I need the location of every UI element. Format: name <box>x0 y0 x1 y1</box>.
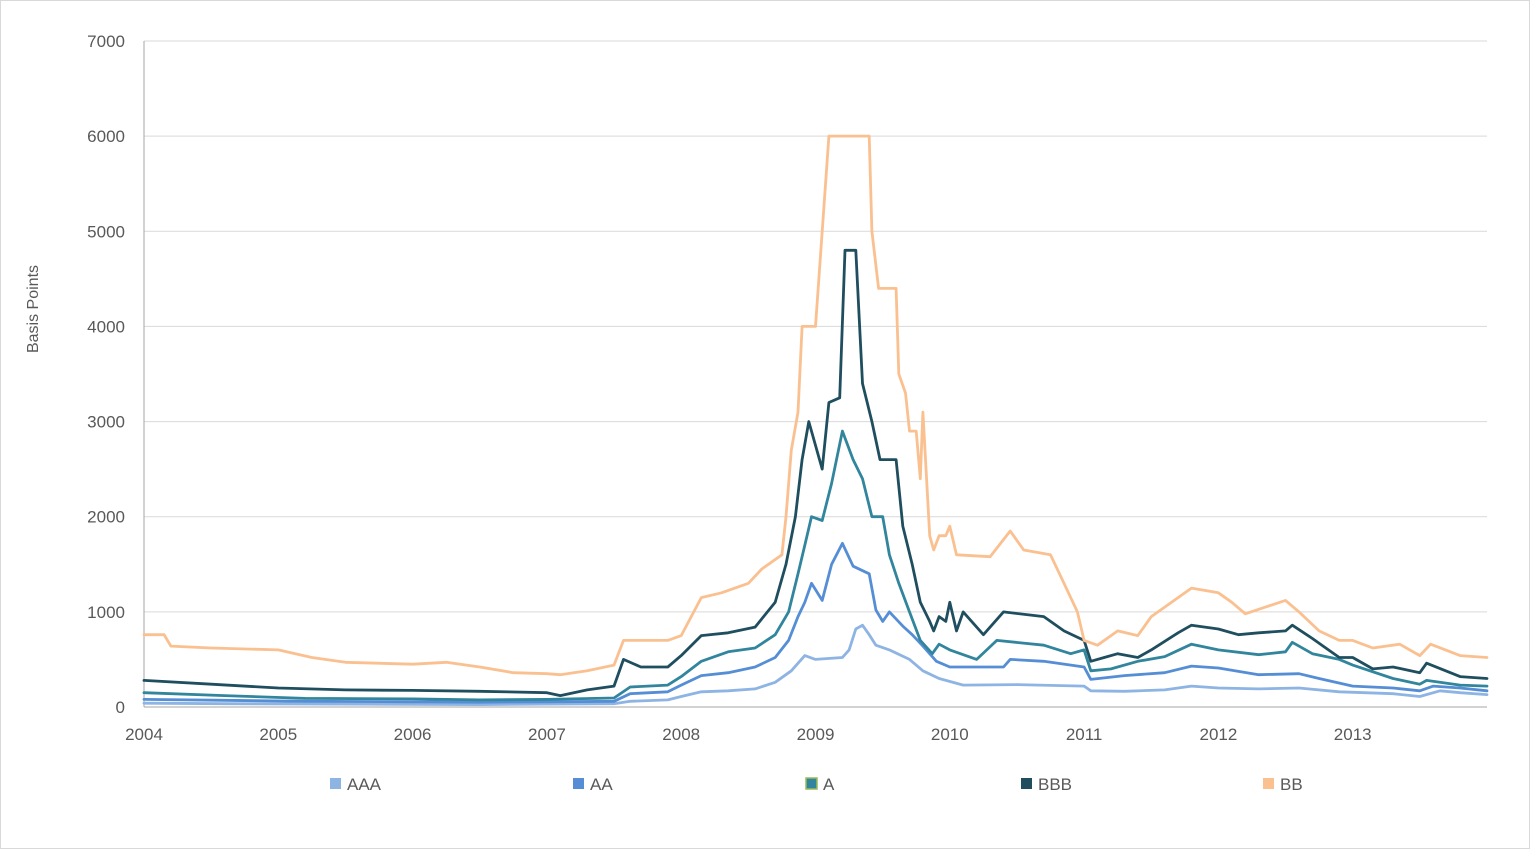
series-line-aaa <box>142 623 1489 706</box>
legend-swatch-bb <box>1263 778 1274 789</box>
series-layer <box>142 134 1489 706</box>
legend-label-bbb: BBB <box>1038 775 1072 794</box>
y-axis-title: Basis Points <box>25 265 42 353</box>
x-tick-label: 2007 <box>528 725 566 744</box>
series-line-aa <box>142 542 1489 704</box>
x-tick-label: 2011 <box>1066 725 1103 744</box>
legend-label-bb: BB <box>1280 775 1303 794</box>
x-tick-labels: 2004 2005 2006 2007 2008 2009 2010 2011 2012 2013 <box>125 725 1372 744</box>
legend-swatch-a <box>805 777 818 790</box>
legend-swatch-aa <box>573 778 584 789</box>
x-tick-label: 2005 <box>259 725 297 744</box>
y-tick-label: 0 <box>116 698 125 717</box>
x-tick-label: 2009 <box>797 725 835 744</box>
x-tick-label: 2012 <box>1199 725 1237 744</box>
series-line-a <box>142 429 1489 702</box>
y-tick-label: 4000 <box>87 317 125 336</box>
legend-label-a: A <box>823 775 835 794</box>
legend: AAA AA A BBB BB <box>330 775 1303 794</box>
y-tick-label: 3000 <box>87 413 125 432</box>
x-tick-label: 2006 <box>394 725 432 744</box>
series-line-bbb <box>142 248 1489 697</box>
series-line-bb <box>142 134 1489 677</box>
y-tick-label: 1000 <box>87 603 125 622</box>
x-tick-label: 2010 <box>931 725 969 744</box>
y-tick-label: 5000 <box>87 222 125 241</box>
y-tick-label: 2000 <box>87 508 125 527</box>
axes <box>143 41 1487 708</box>
y-tick-label: 6000 <box>87 127 125 146</box>
x-tick-label: 2004 <box>125 725 163 744</box>
x-tick-label: 2008 <box>662 725 700 744</box>
gridlines <box>144 40 1487 613</box>
legend-swatch-bbb <box>1021 778 1032 789</box>
legend-label-aaa: AAA <box>347 775 382 794</box>
y-tick-labels: 0 1000 2000 3000 4000 5000 6000 7000 <box>87 32 125 717</box>
legend-label-aa: AA <box>590 775 613 794</box>
y-tick-label: 7000 <box>87 32 125 51</box>
legend-swatch-aaa <box>330 778 341 789</box>
x-tick-label: 2013 <box>1334 725 1372 744</box>
